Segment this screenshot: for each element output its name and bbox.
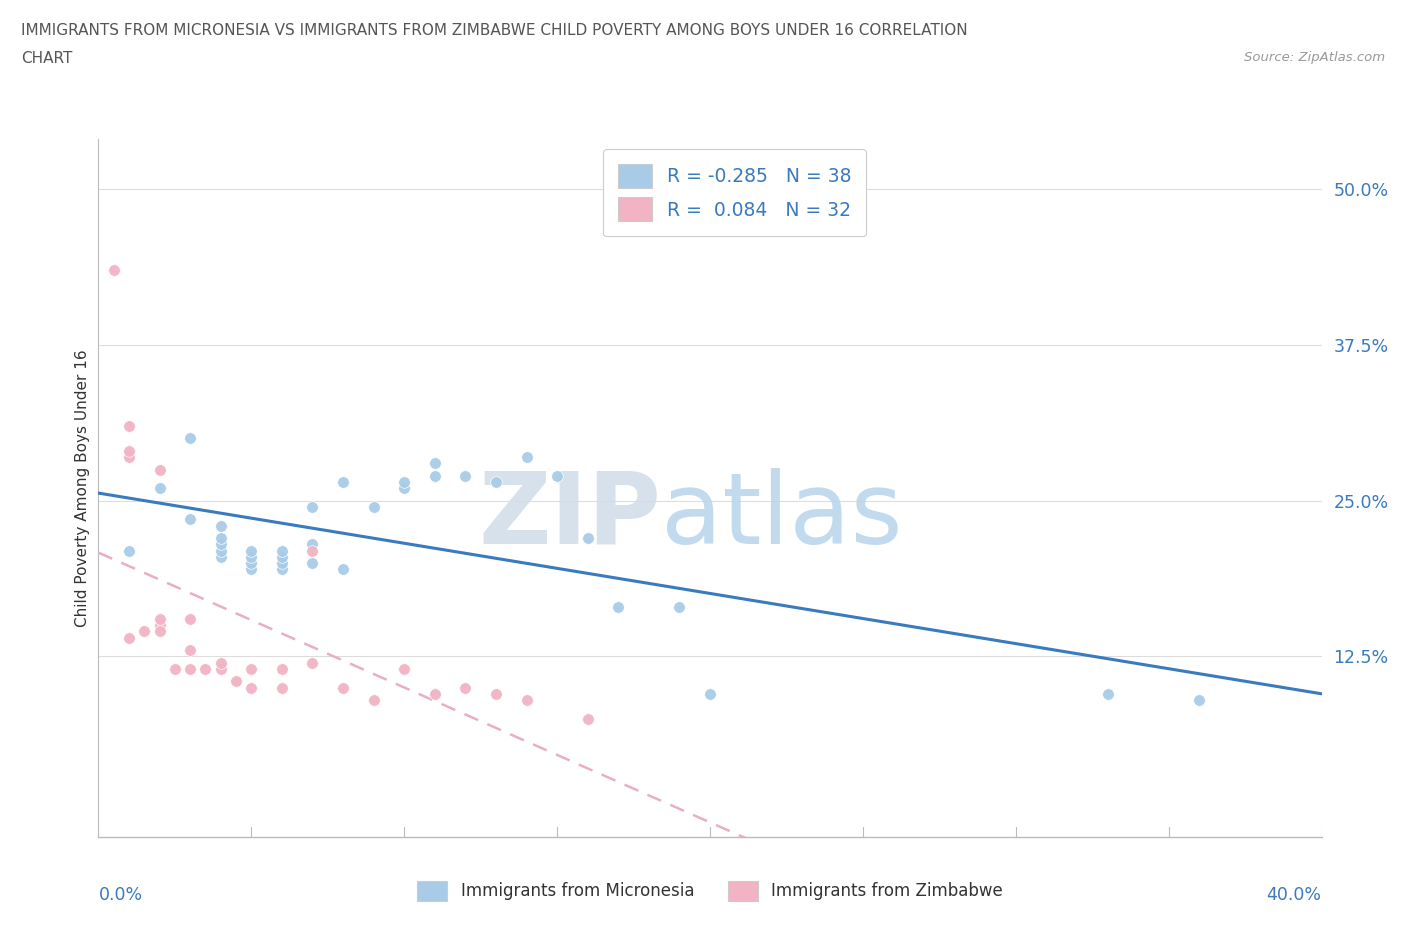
Point	[363, 499, 385, 514]
Point	[485, 686, 508, 701]
Point	[301, 537, 323, 551]
Point	[149, 612, 172, 627]
Point	[209, 550, 232, 565]
Point	[179, 431, 201, 445]
Text: 0.0%: 0.0%	[98, 885, 142, 904]
Point	[149, 462, 172, 477]
Point	[179, 643, 201, 658]
Point	[576, 531, 599, 546]
Point	[270, 680, 292, 695]
Point	[485, 474, 508, 489]
Point	[209, 518, 232, 533]
Point	[423, 469, 446, 484]
Point	[423, 456, 446, 471]
Point	[270, 661, 292, 676]
Point	[301, 543, 323, 558]
Point	[516, 450, 538, 465]
Point	[179, 612, 201, 627]
Point	[454, 469, 477, 484]
Point	[240, 562, 263, 577]
Point	[363, 693, 385, 708]
Point	[179, 661, 201, 676]
Point	[118, 450, 141, 465]
Point	[118, 631, 141, 645]
Point	[454, 680, 477, 695]
Point	[699, 686, 721, 701]
Text: atlas: atlas	[661, 468, 903, 565]
Point	[546, 469, 568, 484]
Text: ZIP: ZIP	[478, 468, 661, 565]
Point	[301, 499, 323, 514]
Point	[134, 624, 156, 639]
Point	[149, 618, 172, 632]
Legend: Immigrants from Micronesia, Immigrants from Zimbabwe: Immigrants from Micronesia, Immigrants f…	[409, 873, 1011, 909]
Point	[194, 661, 217, 676]
Point	[270, 562, 292, 577]
Point	[225, 674, 247, 689]
Point	[179, 512, 201, 526]
Point	[240, 550, 263, 565]
Point	[332, 680, 354, 695]
Point	[1188, 693, 1211, 708]
Point	[668, 599, 690, 614]
Text: CHART: CHART	[21, 51, 73, 66]
Point	[332, 562, 354, 577]
Point	[209, 531, 232, 546]
Point	[392, 474, 416, 489]
Point	[270, 555, 292, 570]
Point	[516, 693, 538, 708]
Point	[118, 543, 141, 558]
Point	[392, 481, 416, 496]
Text: 40.0%: 40.0%	[1267, 885, 1322, 904]
Point	[118, 444, 141, 458]
Point	[423, 686, 446, 701]
Point	[149, 624, 172, 639]
Point	[392, 661, 416, 676]
Point	[118, 418, 141, 433]
Point	[607, 599, 630, 614]
Point	[270, 550, 292, 565]
Point	[301, 555, 323, 570]
Point	[240, 543, 263, 558]
Point	[240, 555, 263, 570]
Point	[209, 537, 232, 551]
Point	[209, 543, 232, 558]
Point	[103, 263, 125, 278]
Point	[270, 543, 292, 558]
Text: Source: ZipAtlas.com: Source: ZipAtlas.com	[1244, 51, 1385, 64]
Y-axis label: Child Poverty Among Boys Under 16: Child Poverty Among Boys Under 16	[75, 350, 90, 627]
Text: IMMIGRANTS FROM MICRONESIA VS IMMIGRANTS FROM ZIMBABWE CHILD POVERTY AMONG BOYS : IMMIGRANTS FROM MICRONESIA VS IMMIGRANTS…	[21, 23, 967, 38]
Point	[240, 661, 263, 676]
Point	[209, 656, 232, 671]
Point	[240, 680, 263, 695]
Point	[149, 481, 172, 496]
Point	[163, 661, 186, 676]
Point	[332, 474, 354, 489]
Point	[301, 656, 323, 671]
Point	[1097, 686, 1119, 701]
Point	[576, 711, 599, 726]
Point	[209, 661, 232, 676]
